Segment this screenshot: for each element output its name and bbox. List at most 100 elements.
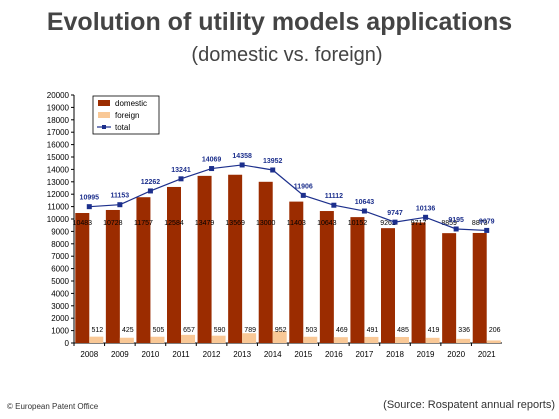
domestic-bar (320, 211, 334, 343)
domestic-data-label: 13479 (195, 220, 215, 227)
foreign-data-label: 590 (214, 327, 226, 334)
domestic-bar (136, 197, 150, 343)
foreign-bar (89, 337, 103, 343)
y-tick-label: 10000 (47, 215, 70, 224)
y-tick-label: 16000 (47, 141, 70, 150)
domestic-data-label: 11757 (134, 220, 153, 227)
foreign-data-label: 505 (153, 327, 165, 334)
foreign-bar (456, 339, 470, 343)
y-tick-label: 20000 (47, 91, 70, 100)
x-tick-label: 2017 (356, 350, 374, 359)
foreign-bar (212, 336, 226, 343)
domestic-data-label: 9717 (411, 220, 427, 227)
total-data-label: 13241 (171, 167, 191, 174)
total-point (393, 220, 398, 225)
domestic-bar (442, 233, 456, 343)
foreign-data-label: 485 (397, 327, 409, 334)
foreign-data-label: 336 (458, 327, 470, 334)
foreign-data-label: 206 (489, 327, 501, 334)
foreign-data-label: 512 (91, 327, 103, 334)
domestic-bar (228, 175, 242, 343)
x-tick-label: 2021 (478, 350, 496, 359)
total-data-label: 12262 (141, 179, 161, 186)
source-note: (Source: Rospatent annual reports) (383, 399, 555, 411)
domestic-data-label: 13000 (256, 220, 276, 227)
y-tick-label: 8000 (51, 240, 69, 249)
domestic-bar (473, 233, 487, 343)
total-point (117, 202, 122, 207)
domestic-bar (75, 213, 89, 343)
total-data-label: 11906 (294, 183, 313, 190)
foreign-bar (487, 340, 501, 343)
x-tick-label: 2011 (172, 350, 190, 359)
legend-swatch-total-marker (102, 125, 106, 129)
y-tick-label: 18000 (47, 116, 70, 125)
total-point (240, 162, 245, 167)
domestic-bar (167, 187, 181, 343)
domestic-data-label: 11403 (287, 220, 306, 227)
x-tick-label: 2020 (447, 350, 465, 359)
total-point (179, 176, 184, 181)
x-tick-label: 2009 (111, 350, 129, 359)
legend-label-domestic: domestic (115, 99, 147, 108)
x-tick-label: 2012 (203, 350, 221, 359)
domestic-bar (412, 223, 426, 343)
copyright-text: © European Patent Office (7, 402, 98, 411)
domestic-bar (381, 228, 395, 343)
domestic-bar (106, 210, 120, 343)
y-tick-label: 12000 (47, 190, 70, 199)
foreign-bar (334, 337, 348, 343)
legend-label-total: total (115, 123, 130, 132)
total-point (87, 204, 92, 209)
foreign-data-label: 491 (367, 327, 379, 334)
total-data-label: 9079 (479, 218, 495, 225)
foreign-data-label: 789 (244, 327, 256, 334)
total-point (148, 188, 153, 193)
total-data-label: 10136 (416, 205, 436, 212)
total-point (270, 167, 275, 172)
total-point (362, 209, 367, 214)
foreign-bar (426, 338, 440, 343)
total-point (454, 226, 459, 231)
domestic-data-label: 12584 (164, 220, 184, 227)
foreign-bar (120, 338, 134, 343)
total-data-label: 10643 (355, 199, 375, 206)
y-tick-label: 9000 (51, 227, 69, 236)
x-tick-label: 2014 (264, 350, 282, 359)
domestic-data-label: 10728 (103, 220, 123, 227)
y-tick-label: 1000 (51, 327, 69, 336)
domestic-bar (259, 182, 273, 343)
x-tick-label: 2015 (294, 350, 312, 359)
domestic-data-label: 10643 (317, 220, 337, 227)
domestic-data-label: 10483 (73, 220, 93, 227)
foreign-data-label: 503 (305, 327, 317, 334)
y-tick-label: 17000 (47, 128, 70, 137)
foreign-data-label: 419 (428, 327, 440, 334)
legend-label-foreign: foreign (115, 111, 139, 120)
legend-swatch-foreign (98, 112, 110, 118)
foreign-bar (303, 337, 317, 343)
foreign-bar (242, 333, 256, 343)
domestic-data-label: 13569 (225, 220, 245, 227)
total-data-label: 11112 (325, 193, 343, 200)
x-tick-label: 2018 (386, 350, 404, 359)
total-data-label: 11153 (111, 193, 130, 200)
y-tick-label: 14000 (47, 165, 70, 174)
y-tick-label: 4000 (51, 289, 69, 298)
total-point (209, 166, 214, 171)
total-data-label: 13952 (263, 158, 283, 165)
y-tick-label: 5000 (51, 277, 69, 286)
y-tick-label: 15000 (47, 153, 70, 162)
y-tick-label: 19000 (47, 103, 70, 112)
total-data-label: 10995 (80, 195, 100, 202)
domestic-data-label: 10152 (348, 220, 368, 227)
y-tick-label: 3000 (51, 302, 69, 311)
x-tick-label: 2008 (80, 350, 98, 359)
foreign-data-label: 469 (336, 327, 348, 334)
total-data-label: 9747 (387, 210, 403, 217)
x-tick-label: 2010 (142, 350, 160, 359)
total-data-label: 14069 (202, 157, 222, 164)
x-tick-label: 2013 (233, 350, 251, 359)
foreign-bar (150, 337, 164, 343)
